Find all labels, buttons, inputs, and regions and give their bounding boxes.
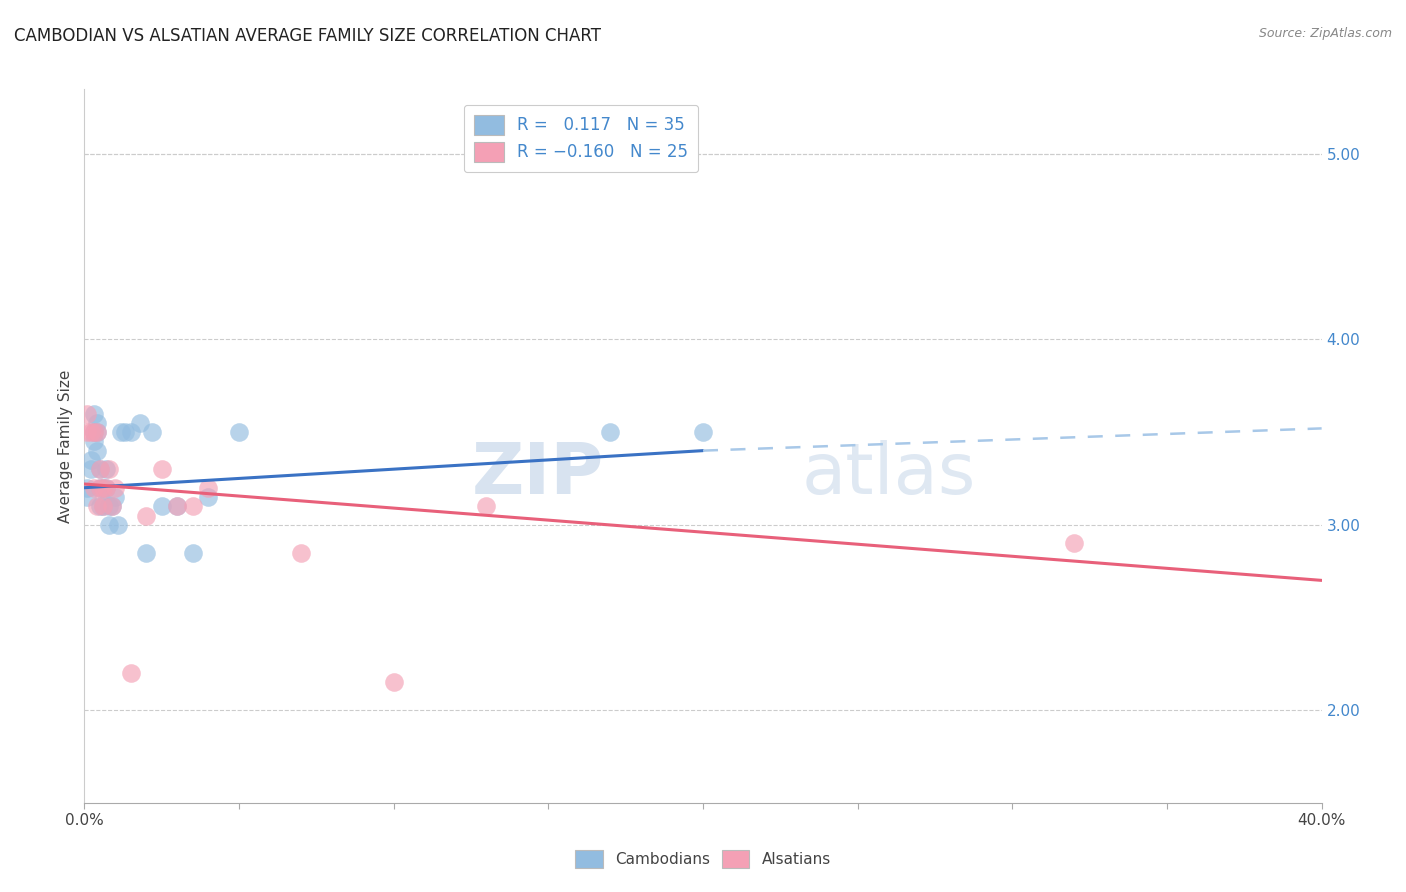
Point [135, 508, 157, 523]
Point [86, 425, 108, 439]
Point [166, 500, 188, 514]
Point [135, 545, 157, 559]
Point [83, 425, 105, 439]
Point [599, 425, 621, 439]
Point [98, 500, 121, 514]
Point [104, 481, 127, 495]
Point [86, 443, 108, 458]
Point [181, 545, 204, 559]
Point [76, 407, 98, 421]
Point [94, 481, 117, 495]
Point [475, 500, 498, 514]
Point [110, 425, 132, 439]
Point [83, 481, 105, 495]
Point [150, 500, 173, 514]
Legend: Cambodians, Alsatians: Cambodians, Alsatians [575, 850, 831, 868]
Point [141, 425, 163, 439]
Point [83, 407, 105, 421]
Point [86, 500, 108, 514]
Point [86, 416, 108, 430]
Point [83, 434, 105, 449]
Point [76, 490, 98, 504]
Point [91, 500, 114, 514]
Point [120, 666, 142, 681]
Point [98, 462, 121, 476]
Point [101, 500, 124, 514]
Point [91, 481, 114, 495]
Point [290, 545, 312, 559]
Point [76, 425, 98, 439]
Point [197, 490, 219, 504]
Point [79, 462, 101, 476]
Point [98, 517, 121, 532]
Point [228, 425, 250, 439]
Text: CAMBODIAN VS ALSATIAN AVERAGE FAMILY SIZE CORRELATION CHART: CAMBODIAN VS ALSATIAN AVERAGE FAMILY SIZ… [14, 27, 600, 45]
Point [104, 490, 127, 504]
Point [129, 416, 152, 430]
Point [86, 425, 108, 439]
Point [89, 500, 111, 514]
Point [79, 425, 101, 439]
Point [89, 462, 111, 476]
Text: ZIP: ZIP [472, 440, 605, 509]
Point [382, 675, 405, 690]
Point [181, 500, 204, 514]
Point [79, 453, 101, 467]
Point [101, 500, 124, 514]
Text: atlas: atlas [801, 440, 976, 509]
Point [76, 481, 98, 495]
Point [197, 481, 219, 495]
Point [89, 481, 111, 495]
Point [94, 462, 117, 476]
Point [150, 462, 173, 476]
Point [94, 481, 117, 495]
Y-axis label: Average Family Size: Average Family Size [58, 369, 73, 523]
Point [166, 500, 188, 514]
Text: Source: ZipAtlas.com: Source: ZipAtlas.com [1258, 27, 1392, 40]
Point [91, 500, 114, 514]
Point [89, 481, 111, 495]
Point [120, 425, 142, 439]
Point [114, 425, 136, 439]
Point [83, 425, 105, 439]
Point [1063, 536, 1085, 550]
Point [692, 425, 714, 439]
Point [91, 481, 114, 495]
Point [107, 517, 129, 532]
Point [89, 462, 111, 476]
